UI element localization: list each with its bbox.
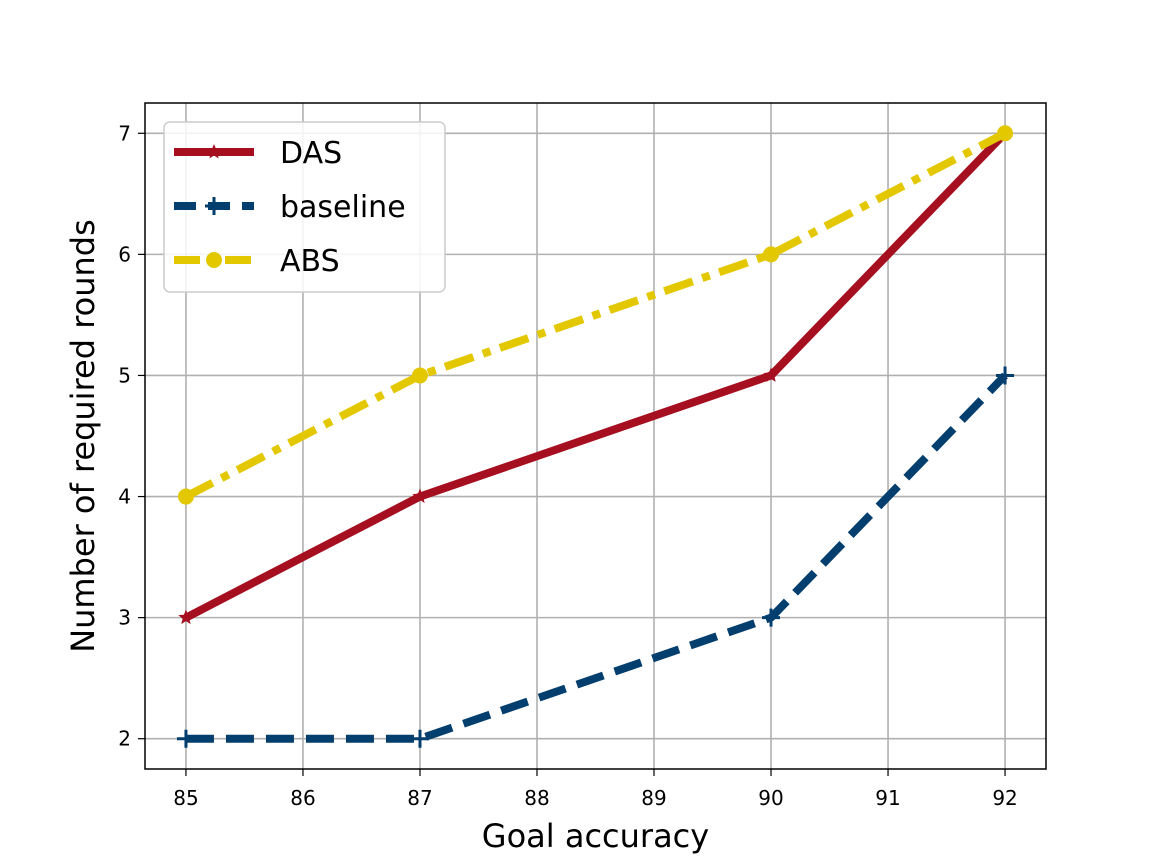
y-axis-label: Number of required rounds [64, 219, 102, 653]
legend-label: DAS [280, 136, 342, 171]
legend: DAS baseline ABS [163, 121, 446, 293]
data-point-marker [763, 246, 780, 263]
data-point-marker [410, 729, 429, 748]
legend-label: ABS [280, 244, 340, 279]
legend-item: DAS [174, 136, 342, 171]
x-tick-label: 92 [992, 786, 1017, 810]
legend-marker [206, 252, 222, 268]
legend-marker [206, 144, 222, 159]
x-tick-label: 88 [524, 786, 549, 810]
data-point-marker [411, 367, 428, 384]
legend-item: baseline [174, 190, 406, 225]
x-tick-label: 86 [290, 786, 315, 810]
y-tick-label: 6 [118, 242, 131, 266]
axis-ticks: 85 86 87 88 89 90 91 92 2 3 4 5 6 7 [118, 121, 1018, 810]
x-tick-label: 90 [758, 786, 783, 810]
y-tick-label: 3 [118, 606, 131, 630]
x-tick-label: 85 [173, 786, 198, 810]
legend-item: ABS [174, 244, 340, 279]
legend-label: baseline [280, 190, 406, 225]
data-point-marker [178, 609, 194, 625]
x-tick-label: 89 [641, 786, 666, 810]
x-axis-label: Goal accuracy [482, 817, 709, 855]
legend-marker [205, 197, 223, 215]
series-layer [176, 125, 1015, 748]
x-tick-label: 91 [875, 786, 900, 810]
data-point-marker [177, 488, 194, 505]
data-point-marker [763, 367, 779, 382]
y-tick-label: 7 [118, 121, 131, 145]
data-point-marker [997, 125, 1014, 142]
series-line [185, 372, 1008, 743]
y-tick-label: 4 [118, 485, 131, 509]
series-abs [177, 125, 1014, 505]
y-tick-label: 2 [118, 727, 131, 751]
y-tick-label: 5 [118, 363, 131, 387]
data-point-marker [762, 608, 781, 627]
data-point-marker [996, 366, 1015, 385]
data-point-marker [176, 729, 195, 748]
series-line [184, 130, 1008, 622]
plot-frame [144, 102, 1047, 770]
legend-box [163, 121, 446, 293]
series-line [184, 129, 1007, 501]
x-tick-label: 87 [407, 786, 432, 810]
series-baseline [176, 366, 1015, 748]
data-point-marker [412, 488, 428, 504]
